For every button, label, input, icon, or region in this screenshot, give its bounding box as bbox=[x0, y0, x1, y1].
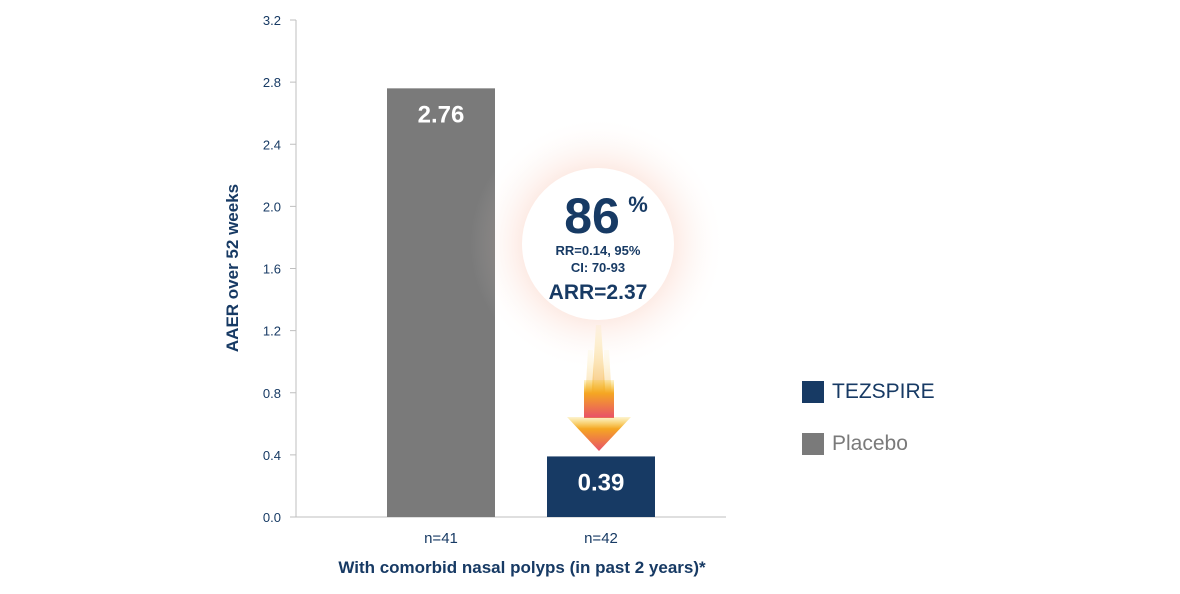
annotation-arr: ARR=2.37 bbox=[549, 281, 648, 304]
y-axis-label: AAER over 52 weeks bbox=[223, 184, 242, 352]
reduction-arrow bbox=[567, 325, 631, 451]
x-axis-label: With comorbid nasal polyps (in past 2 ye… bbox=[338, 558, 706, 577]
y-tick-label: 0.4 bbox=[263, 448, 281, 463]
y-tick-label: 2.8 bbox=[263, 75, 281, 90]
y-tick-label: 1.2 bbox=[263, 324, 281, 339]
y-tick-label: 0.8 bbox=[263, 386, 281, 401]
annotation-rr: RR=0.14, 95% bbox=[556, 243, 641, 258]
x-category-label: n=41 bbox=[424, 530, 458, 547]
bar-tezspire bbox=[547, 456, 655, 517]
annotation-ci: CI: 70-93 bbox=[571, 260, 625, 275]
legend: TEZSPIRE Placebo bbox=[802, 380, 935, 456]
legend-item-placebo: Placebo bbox=[802, 432, 935, 456]
legend-swatch-placebo bbox=[802, 433, 824, 455]
bar-value-label: 2.76 bbox=[418, 101, 465, 128]
legend-item-tezspire: TEZSPIRE bbox=[802, 380, 935, 404]
y-axis: 0.0 0.4 0.8 1.2 1.6 2.0 2.4 2.8 3.2 bbox=[263, 13, 297, 525]
y-tick-label: 0.0 bbox=[263, 510, 281, 525]
y-tick-label: 2.4 bbox=[263, 137, 281, 152]
y-tick-label: 1.6 bbox=[263, 262, 281, 277]
x-category-label: n=42 bbox=[584, 530, 618, 547]
annotation-percent: 86 bbox=[564, 188, 620, 244]
bar-value-label: 0.39 bbox=[578, 469, 625, 496]
y-tick-label: 2.0 bbox=[263, 199, 281, 214]
y-tick-label: 3.2 bbox=[263, 13, 281, 28]
bar-placebo bbox=[387, 88, 495, 518]
annotation-circle bbox=[522, 168, 674, 320]
legend-swatch-tezspire bbox=[802, 381, 824, 403]
legend-label-tezspire: TEZSPIRE bbox=[832, 380, 935, 403]
annotation-percent-sign: % bbox=[628, 192, 648, 217]
legend-label-placebo: Placebo bbox=[832, 432, 908, 455]
reduction-annotation: 86 % RR=0.14, 95% CI: 70-93 ARR=2.37 bbox=[470, 116, 726, 372]
